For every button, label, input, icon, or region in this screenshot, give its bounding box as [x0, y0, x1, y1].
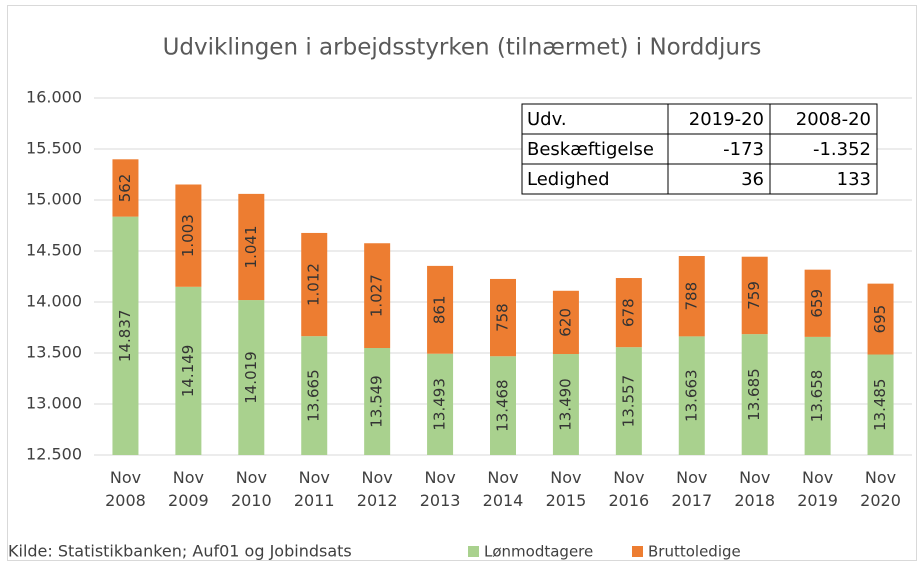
bar-segment	[301, 336, 328, 455]
value-label: 1.012	[305, 263, 323, 306]
value-label: 13.549	[368, 375, 386, 428]
bar-segment	[552, 290, 579, 355]
bar-segment	[867, 283, 894, 355]
bar-segment	[301, 232, 328, 337]
table-cell: Beskæftigelse	[527, 139, 654, 160]
bar-segment	[804, 336, 831, 455]
value-label: 562	[116, 174, 134, 203]
chart-title: Udviklingen i arbejdsstyrken (tilnærmet)…	[163, 35, 762, 61]
bar-segment	[175, 286, 202, 455]
x-tick-label: Nov 2009	[168, 468, 209, 510]
x-tick-label: Nov 2012	[357, 468, 398, 510]
table-cell: Udv.	[527, 109, 567, 130]
chart-border	[7, 5, 917, 561]
x-tick-label: Nov 2011	[294, 468, 335, 510]
value-label: 659	[808, 289, 826, 318]
bar-segment	[615, 347, 642, 455]
y-tick-label: 16.000	[26, 88, 82, 107]
value-label: 13.493	[431, 378, 449, 431]
table-cell: Ledighed	[527, 169, 610, 190]
bar-segment	[490, 278, 516, 357]
value-label: 14.149	[179, 345, 197, 398]
table-bg	[521, 103, 878, 195]
value-label: 788	[682, 282, 700, 311]
value-label: 13.665	[305, 369, 323, 422]
legend-swatch	[632, 546, 643, 557]
bar-segment	[867, 354, 894, 455]
bar-segment	[741, 334, 768, 455]
value-label: 13.685	[745, 368, 763, 421]
value-label: 13.490	[556, 378, 574, 431]
table-cell: 2008-20	[796, 109, 871, 130]
value-label: 1.003	[179, 214, 197, 257]
bar-segment	[615, 278, 642, 348]
legend-swatch	[468, 546, 479, 557]
x-tick-label: Nov 2020	[860, 468, 901, 510]
y-tick-label: 12.500	[26, 445, 82, 464]
value-label: 1.027	[368, 274, 386, 317]
value-label: 14.019	[242, 351, 260, 404]
y-tick-label: 14.000	[26, 292, 82, 311]
y-tick-label: 14.500	[26, 241, 82, 260]
y-tick-label: 13.500	[26, 343, 82, 362]
x-tick-label: Nov 2013	[420, 468, 461, 510]
y-tick-label: 15.500	[26, 139, 82, 158]
value-label: 678	[619, 298, 637, 327]
value-label: 13.485	[871, 379, 889, 432]
value-label: 13.658	[808, 370, 826, 423]
value-label: 1.041	[242, 225, 260, 268]
x-tick-label: Nov 2017	[671, 468, 712, 510]
value-label: 13.663	[682, 369, 700, 422]
bar-segment	[427, 265, 454, 354]
bar-segment	[678, 336, 705, 455]
y-tick-label: 15.000	[26, 190, 82, 209]
value-label: 13.468	[494, 379, 512, 432]
bar-segment	[804, 269, 831, 337]
table-cell: 2019-20	[689, 109, 764, 130]
x-tick-label: Nov 2016	[608, 468, 649, 510]
source-note: Kilde: Statistikbanken; Auf01 og Jobinds…	[8, 542, 352, 561]
table-cell: -1.352	[813, 139, 871, 160]
x-tick-label: Nov 2008	[105, 468, 146, 510]
bar-segment	[238, 193, 265, 301]
x-tick-label: Nov 2014	[483, 468, 524, 510]
value-label: 620	[556, 308, 574, 337]
table-cell: 133	[837, 169, 871, 190]
bar-segment	[112, 216, 139, 455]
value-label: 695	[871, 305, 889, 334]
bar-segment	[238, 300, 265, 455]
y-tick-label: 13.000	[26, 394, 82, 413]
bar-segment	[490, 356, 516, 455]
bar-segment	[364, 348, 391, 455]
bar-segment	[364, 243, 391, 349]
table-cell: 36	[741, 169, 764, 190]
value-label: 861	[431, 295, 449, 324]
bar-segment	[741, 256, 768, 335]
bar-segment	[552, 354, 579, 455]
bar-segment	[175, 184, 202, 287]
value-label: 758	[494, 303, 512, 332]
value-label: 759	[745, 281, 763, 310]
x-tick-label: Nov 2019	[797, 468, 838, 510]
table-cell: -173	[723, 139, 764, 160]
x-tick-label: Nov 2015	[546, 468, 587, 510]
value-label: 13.557	[619, 375, 637, 428]
x-tick-label: Nov 2010	[231, 468, 272, 510]
value-label: 14.837	[116, 310, 134, 363]
bar-segment	[112, 159, 139, 217]
x-tick-label: Nov 2018	[734, 468, 775, 510]
legend-label: Lønmodtagere	[484, 543, 593, 561]
legend-label: Bruttoledige	[648, 543, 741, 561]
bar-segment	[678, 255, 705, 337]
bar-segment	[427, 353, 454, 455]
